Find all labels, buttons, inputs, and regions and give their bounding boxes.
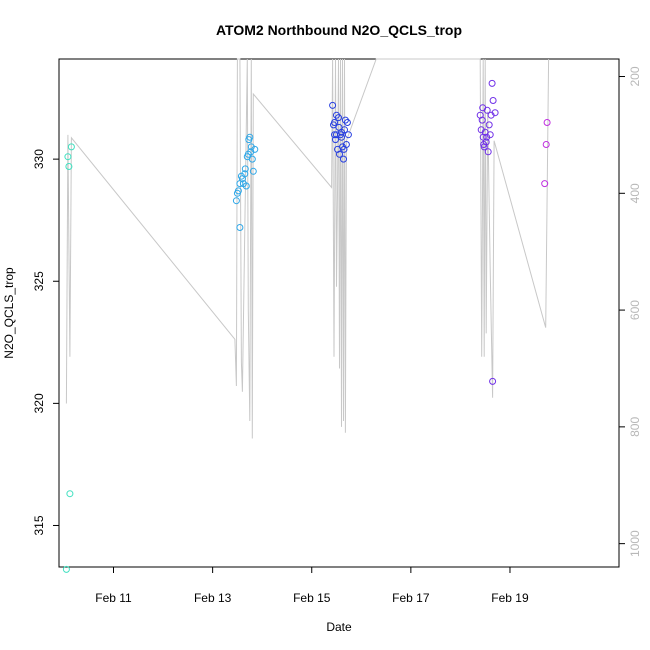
data-point [241,165,249,173]
y2-tick-label: 200 [628,66,642,86]
data-point [244,150,252,158]
y-axis-label: N2O_QCLS_trop [2,267,16,359]
data-point [248,155,256,163]
data-point [242,182,250,190]
data-point [488,79,496,87]
x-tick-label: Feb 11 [95,591,132,605]
x-axis: Feb 11 Feb 13 Feb 15 Feb 17 Feb 19 [95,567,529,605]
data-points-layer [62,79,551,573]
y2-tick-label: 400 [628,183,642,203]
y-tick-label: 320 [32,393,46,413]
y2-tick-label: 600 [628,300,642,320]
data-point [485,121,493,129]
data-point [489,97,497,104]
data-point [234,187,242,195]
x-axis-label: Date [326,620,352,634]
data-point [542,141,550,148]
pressure-line-layer [65,58,550,439]
data-point [479,104,487,112]
y-axis-right: 200 400 600 800 1000 [619,66,642,557]
data-point [340,145,348,153]
y2-tick-label: 800 [628,417,642,437]
data-point [249,167,257,175]
y-tick-label: 330 [32,149,46,169]
data-point [247,143,255,151]
data-point [65,163,73,170]
data-point [336,150,343,158]
data-point [67,143,75,151]
data-point [331,119,338,126]
data-point [232,197,240,205]
data-point [338,133,345,141]
data-point [343,119,351,126]
y-axis-left: 315 320 325 330 [32,149,59,535]
data-point [246,133,254,141]
x-tick-label: Feb 13 [194,591,232,605]
data-point [237,172,245,180]
data-point [491,109,499,117]
x-tick-label: Feb 17 [392,591,430,605]
data-point [64,153,72,161]
y2-tick-label: 1000 [628,530,642,557]
data-point [543,119,551,126]
data-point [483,133,491,141]
data-point [478,116,486,124]
data-point [541,180,549,188]
y-tick-label: 315 [32,515,46,535]
pressure-line [65,58,550,439]
data-point [344,131,352,139]
x-tick-label: Feb 15 [293,591,331,605]
data-point [236,224,244,231]
data-point [333,111,340,119]
data-point [340,155,347,163]
data-point [332,136,339,144]
data-point [484,148,492,156]
data-point [338,128,345,136]
y-tick-label: 325 [32,271,46,291]
data-point [489,377,497,385]
chart-title: ATOM2 Northbound N2O_QCLS_trop [216,22,462,38]
data-point [331,131,338,139]
data-point [66,490,74,498]
x-tick-label: Feb 19 [491,591,529,605]
data-point [480,141,488,148]
data-point [62,565,70,573]
data-point [329,101,337,109]
